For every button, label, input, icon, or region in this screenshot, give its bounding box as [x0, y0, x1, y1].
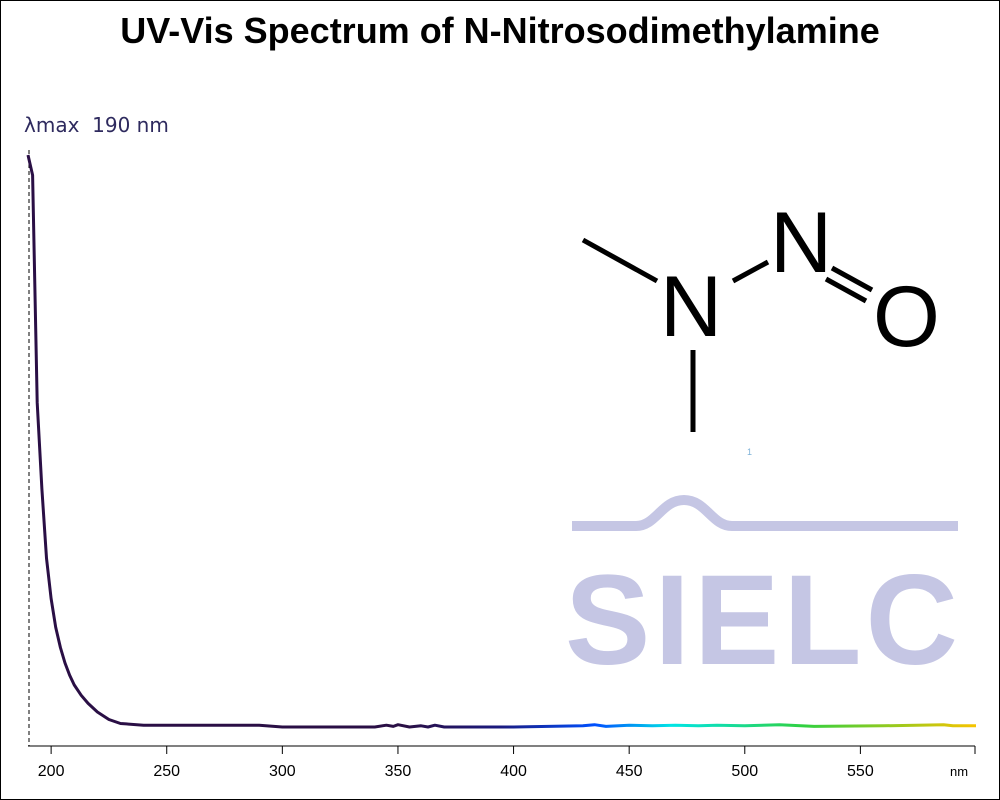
sielc-logo: SIELC	[565, 494, 962, 692]
small-mark: 1	[747, 447, 752, 457]
n-n-bond	[731, 259, 770, 284]
x-tick-label: 300	[269, 763, 296, 780]
x-tick-label: 350	[385, 763, 412, 780]
x-tick-label: 550	[847, 763, 874, 780]
n-o-double-bond-1	[830, 265, 874, 293]
x-tick-label: 250	[153, 763, 180, 780]
logo-text: SIELC	[565, 549, 962, 692]
molecule-structure: N N O	[581, 195, 940, 432]
n-o-double-bond-2	[824, 276, 868, 304]
nitrogen-atom-nitroso: N	[770, 195, 832, 291]
nitrogen-atom-amine: N	[660, 259, 722, 355]
spectrum-line	[26, 154, 976, 729]
chart-title: UV-Vis Spectrum of N-Nitrosodimethylamin…	[120, 10, 880, 51]
x-axis-ticks: 200 250 300 350 400 450 500 550	[38, 746, 976, 780]
x-tick-label: 200	[38, 763, 65, 780]
oxygen-atom: O	[873, 269, 940, 365]
lambda-max-annotation: λmax 190 nm	[24, 113, 169, 137]
x-axis-unit-label: nm	[950, 764, 968, 779]
methyl-bond-upper	[581, 237, 659, 284]
x-tick-label: 400	[500, 763, 527, 780]
logo-wave	[572, 494, 958, 531]
x-tick-label: 500	[731, 763, 758, 780]
x-tick-label: 450	[616, 763, 643, 780]
